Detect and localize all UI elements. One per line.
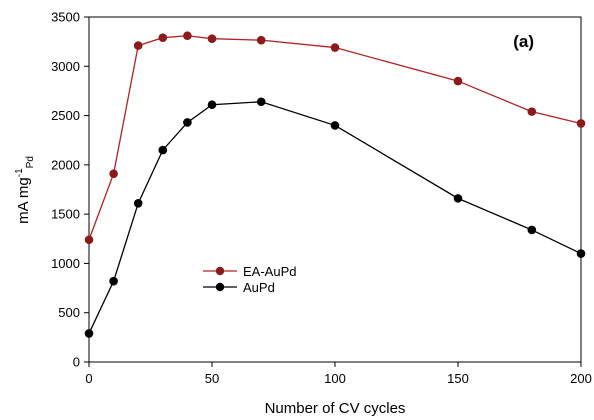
- x-axis: 0 50 100 150 200: [85, 362, 592, 386]
- x-axis-title: Number of CV cycles: [265, 400, 406, 417]
- y-tick-label: 1000: [51, 256, 80, 271]
- data-point-aupd: [158, 145, 168, 155]
- plot-frame: [88, 16, 582, 363]
- panel-label: (a): [513, 32, 534, 51]
- legend-marker-ea-aupd: [215, 266, 225, 276]
- data-point-ea-aupd: [207, 34, 217, 43]
- data-point-aupd: [330, 121, 340, 130]
- y-tick-label: 2500: [51, 108, 80, 123]
- data-point-ea-aupd: [84, 235, 94, 245]
- data-point-aupd: [527, 225, 537, 235]
- x-tick-label: 150: [447, 371, 469, 386]
- data-point-ea-aupd: [183, 31, 192, 41]
- data-point-aupd: [453, 194, 463, 203]
- legend-label-aupd: AuPd: [243, 280, 275, 295]
- data-point-ea-aupd: [133, 41, 143, 50]
- y-tick-label: 1500: [51, 207, 80, 222]
- legend-label-ea-aupd: EA-AuPd: [243, 264, 296, 279]
- x-tick-label: 200: [570, 371, 592, 386]
- legend: EA-AuPd AuPd: [203, 264, 296, 295]
- data-point-ea-aupd: [576, 119, 586, 128]
- legend-item-aupd: AuPd: [203, 280, 275, 295]
- series-layer: [84, 31, 586, 338]
- y-tick-label: 0: [73, 355, 80, 370]
- y-axis-title-subscript: Pd: [25, 156, 36, 168]
- legend-marker-aupd: [215, 282, 225, 292]
- y-tick-label: 2000: [51, 157, 80, 172]
- data-point-ea-aupd: [453, 76, 463, 86]
- y-axis: 0 500 1000 1500 2000 2500 3000 3500: [51, 10, 89, 370]
- data-point-aupd: [576, 249, 586, 258]
- y-axis-title-superscript: -1: [14, 168, 25, 177]
- series-ea-aupd: [84, 31, 586, 245]
- y-axis-title-main: mA mg: [15, 177, 32, 224]
- data-point-aupd: [109, 276, 118, 286]
- x-tick-label: 50: [205, 371, 219, 386]
- y-axis-title: mA mg-1Pd: [14, 156, 36, 224]
- y-tick-label: 3000: [51, 59, 80, 74]
- y-tick-label: 500: [58, 305, 80, 320]
- x-tick-label: 0: [85, 371, 92, 386]
- data-point-ea-aupd: [158, 33, 168, 42]
- y-tick-label: 3500: [51, 10, 80, 25]
- data-point-aupd: [84, 329, 94, 338]
- data-point-ea-aupd: [330, 43, 340, 52]
- data-point-aupd: [207, 100, 217, 110]
- data-point-ea-aupd: [109, 169, 118, 179]
- series-line-ea-aupd: [88, 35, 582, 240]
- x-tick-label: 100: [324, 371, 346, 386]
- data-point-aupd: [183, 118, 192, 127]
- series-aupd: [84, 97, 586, 338]
- data-point-ea-aupd: [256, 35, 266, 45]
- series-line-aupd: [88, 101, 582, 334]
- data-point-ea-aupd: [527, 107, 537, 116]
- data-point-aupd: [256, 97, 266, 107]
- legend-item-ea-aupd: EA-AuPd: [203, 264, 296, 279]
- data-point-aupd: [133, 199, 143, 208]
